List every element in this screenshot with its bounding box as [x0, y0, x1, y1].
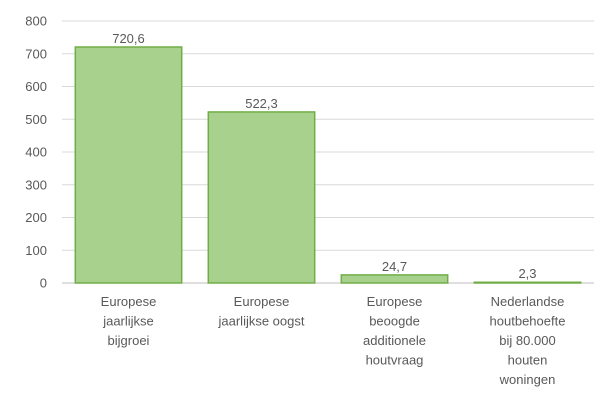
category-label-line: jaarlijkse oogst: [218, 314, 305, 329]
category-label-line: houten: [508, 353, 548, 368]
y-tick-label: 100: [25, 243, 47, 258]
data-label: 720,6: [112, 31, 145, 46]
category-label-line: Europese: [367, 294, 423, 309]
data-label: 522,3: [245, 96, 278, 111]
bar: [74, 46, 183, 284]
y-tick-label: 500: [25, 112, 47, 127]
category-label: Europese jaarlijkse bijgroei: [101, 294, 157, 348]
category-label-line: beoogde: [369, 314, 420, 329]
category-label-line: Europese: [234, 294, 290, 309]
y-tick-label: 800: [25, 14, 47, 29]
category-label-line: woningen: [499, 372, 556, 387]
category-label-line: bijgroei: [108, 333, 150, 348]
data-label: 24,7: [382, 259, 407, 274]
y-tick-label: 400: [25, 145, 47, 160]
category-label: Europese beoogde additionele houtvraag: [363, 294, 426, 368]
category-label-line: Nederlandse: [491, 294, 565, 309]
bars: [74, 46, 582, 284]
category-label-line: jaarlijkse: [102, 314, 154, 329]
data-label: 2,3: [518, 266, 536, 281]
y-tick-label: 200: [25, 210, 47, 225]
category-label-line: Europese: [101, 294, 157, 309]
category-label-line: houtbehoefte: [490, 314, 566, 329]
category-label: Europese jaarlijkse oogst: [218, 294, 305, 329]
x-axis-category-labels: Europese jaarlijkse bijgroei Europese jaarli…: [101, 294, 566, 387]
category-label-line: additionele: [363, 333, 426, 348]
category-label-line: bij 80.000: [499, 333, 555, 348]
bar: [340, 274, 449, 284]
y-tick-label: 700: [25, 46, 47, 61]
y-tick-label: 600: [25, 79, 47, 94]
bar: [207, 111, 316, 284]
category-label: Nederlandse houtbehoefte bij 80.000 houten w…: [490, 294, 566, 387]
bar: [473, 281, 582, 284]
y-axis-tick-labels: 0 100 200 300 400 500 600 700 800: [25, 14, 47, 291]
y-tick-label: 300: [25, 177, 47, 192]
category-label-line: houtvraag: [366, 353, 424, 368]
data-labels: 720,6 522,3 24,7 2,3: [112, 31, 536, 281]
y-tick-label: 0: [40, 276, 47, 291]
